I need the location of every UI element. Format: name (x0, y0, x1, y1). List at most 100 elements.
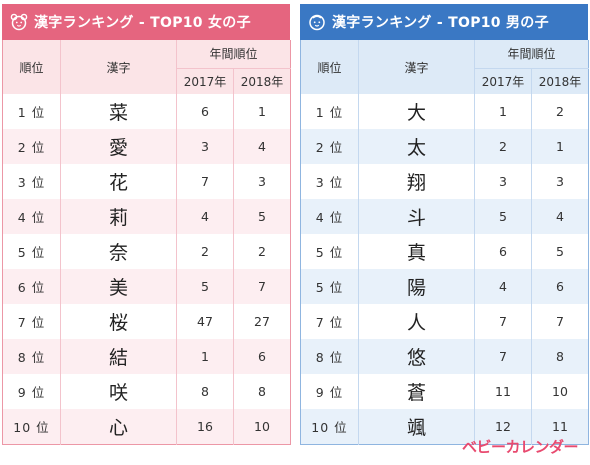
rank-2018-cell: 11 (531, 409, 589, 444)
rank-2017-cell: 6 (176, 94, 234, 129)
rank-cell: 4 位 (300, 199, 359, 234)
kanji-cell: 翔 (358, 164, 475, 199)
rank-2018-cell: 3 (233, 164, 291, 199)
rank-cell: 7 位 (300, 304, 359, 339)
annual-rank-header: 年間順位 (176, 40, 291, 69)
rank-2017-cell: 2 (474, 129, 532, 164)
rank-2018-cell: 10 (233, 409, 291, 444)
kanji-cell: 結 (60, 339, 177, 374)
kanji-cell: 咲 (60, 374, 177, 409)
rank-cell: 3 位 (2, 164, 61, 199)
rank-cell: 7 位 (2, 304, 61, 339)
year-2017-header: 2017年 (176, 68, 234, 94)
rank-2017-cell: 3 (474, 164, 532, 199)
kanji-cell: 菜 (60, 94, 177, 129)
kanji-cell: 颯 (358, 409, 475, 444)
rank-header: 順位 (2, 40, 61, 94)
year-2018-header: 2018年 (233, 68, 291, 94)
rank-2018-cell: 4 (233, 129, 291, 164)
table-row: 9 位蒼 11 10 (300, 374, 589, 409)
boys-panel-header: 漢字ランキング - TOP10 男の子 (300, 4, 588, 40)
kanji-cell: 真 (358, 234, 475, 269)
kanji-header: 漢字 (358, 40, 475, 94)
rank-2018-cell: 2 (531, 94, 589, 129)
rank-2017-cell: 8 (176, 374, 234, 409)
rank-cell: 9 位 (2, 374, 61, 409)
rank-2017-cell: 2 (176, 234, 234, 269)
rank-2018-cell: 27 (233, 304, 291, 339)
kanji-cell: 奈 (60, 234, 177, 269)
rank-2017-cell: 12 (474, 409, 532, 444)
rank-cell: 8 位 (2, 339, 61, 374)
rank-2017-cell: 4 (176, 199, 234, 234)
rank-cell: 8 位 (300, 339, 359, 374)
rank-2018-cell: 1 (531, 129, 589, 164)
rank-cell: 5 位 (2, 234, 61, 269)
kanji-cell: 花 (60, 164, 177, 199)
kanji-cell: 大 (358, 94, 475, 129)
rank-2017-cell: 1 (474, 94, 532, 129)
kanji-cell: 桜 (60, 304, 177, 339)
kanji-cell: 陽 (358, 269, 475, 304)
rank-2017-cell: 7 (176, 164, 234, 199)
rank-2018-cell: 7 (531, 304, 589, 339)
table-row: 10 位颯 12 11 (300, 409, 589, 444)
rank-header: 順位 (300, 40, 359, 94)
rank-2017-cell: 3 (176, 129, 234, 164)
rank-2018-cell: 5 (233, 199, 291, 234)
rank-2018-cell: 7 (233, 269, 291, 304)
rank-2017-cell: 5 (176, 269, 234, 304)
baby-calendar-logo: ベビーカレンダー (462, 438, 579, 456)
rank-2017-cell: 11 (474, 374, 532, 409)
rank-2018-cell: 10 (531, 374, 589, 409)
year-2017-header: 2017年 (474, 68, 532, 94)
kanji-cell: 太 (358, 129, 475, 164)
rank-2018-cell: 8 (531, 339, 589, 374)
rank-2018-cell: 6 (531, 269, 589, 304)
kanji-header: 漢字 (60, 40, 177, 94)
rank-2017-cell: 16 (176, 409, 234, 444)
kanji-cell: 愛 (60, 129, 177, 164)
kanji-cell: 心 (60, 409, 177, 444)
rank-cell: 1 位 (2, 94, 61, 129)
girls-panel-header: 漢字ランキング - TOP10 女の子 (2, 4, 290, 40)
rank-2018-cell: 3 (531, 164, 589, 199)
rank-cell: 10 位 (2, 409, 61, 444)
rank-2017-cell: 4 (474, 269, 532, 304)
kanji-cell: 斗 (358, 199, 475, 234)
kanji-cell: 人 (358, 304, 475, 339)
rank-2017-cell: 1 (176, 339, 234, 374)
rank-cell: 5 位 (300, 234, 359, 269)
boys-ranking-panel: 漢字ランキング - TOP10 男の子 順位 漢字 年間順位 2017年 201… (300, 4, 590, 445)
rank-cell: 1 位 (300, 94, 359, 129)
table-row: 7 位桜 47 27 (2, 304, 291, 339)
rank-cell: 4 位 (2, 199, 61, 234)
rank-2018-cell: 8 (233, 374, 291, 409)
rank-2017-cell: 7 (474, 304, 532, 339)
kanji-cell: 美 (60, 269, 177, 304)
girls-panel-title: 漢字ランキング - TOP10 女の子 (34, 15, 251, 31)
kanji-cell: 悠 (358, 339, 475, 374)
rank-2017-cell: 6 (474, 234, 532, 269)
rank-cell: 2 位 (300, 129, 359, 164)
girl-face-icon (10, 13, 28, 31)
rank-cell: 6 位 (2, 269, 61, 304)
rank-2018-cell: 4 (531, 199, 589, 234)
kanji-cell: 蒼 (358, 374, 475, 409)
rank-2018-cell: 5 (531, 234, 589, 269)
